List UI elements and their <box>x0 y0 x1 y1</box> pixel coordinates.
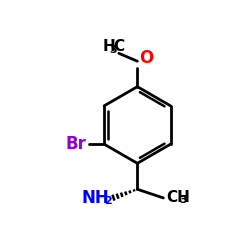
Text: 2: 2 <box>104 196 112 206</box>
Text: 3: 3 <box>110 44 117 54</box>
Text: Br: Br <box>65 135 86 153</box>
Text: O: O <box>139 50 154 68</box>
Text: NH: NH <box>82 190 110 208</box>
Text: CH: CH <box>166 190 190 206</box>
Text: H: H <box>103 39 116 54</box>
Text: 3: 3 <box>179 196 186 205</box>
Text: C: C <box>113 39 124 54</box>
